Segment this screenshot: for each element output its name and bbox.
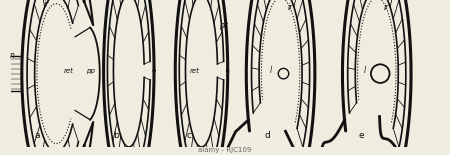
Text: l: l [269,66,271,75]
Text: b: b [113,131,119,140]
Text: d: d [264,131,270,140]
Text: a: a [34,131,40,140]
Text: c: c [186,131,191,140]
Text: ir: ir [288,3,292,12]
Text: e: e [359,131,364,140]
Text: ret: ret [190,68,200,74]
Text: pc: pc [219,20,228,30]
Text: ret: ret [63,68,73,74]
Text: pp: pp [86,68,95,74]
Text: n: n [9,51,14,60]
Text: l: l [364,66,366,75]
Text: ir: ir [44,0,49,9]
Text: alamy - RJC109: alamy - RJC109 [198,147,252,153]
Text: ir: ir [384,3,389,12]
